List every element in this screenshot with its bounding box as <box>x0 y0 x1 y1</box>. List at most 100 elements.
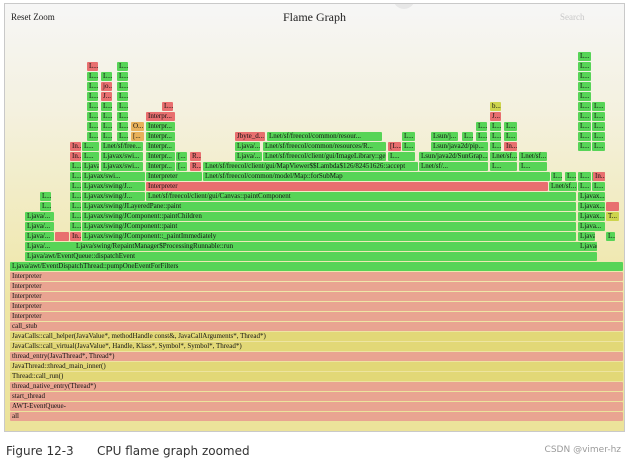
flame-frame[interactable]: thread_entry(JavaThread*, Thread*) <box>10 352 623 361</box>
flame-frame[interactable]: L... <box>101 112 112 121</box>
flame-frame[interactable]: L... <box>82 142 99 151</box>
flame-frame[interactable]: L... <box>578 132 591 141</box>
flame-frame[interactable]: L... <box>490 162 517 171</box>
flame-frame[interactable]: [L... <box>388 142 401 151</box>
flame-frame[interactable]: Lnet/sf... <box>519 152 547 161</box>
flame-frame[interactable]: L... <box>117 122 128 131</box>
flame-frame[interactable]: L... <box>519 162 547 171</box>
flame-frame[interactable]: L... <box>402 132 415 141</box>
flame-frame[interactable]: thread_native_entry(Thread*) <box>10 382 623 391</box>
flame-frame[interactable]: Lnet/sf/free... <box>101 142 143 151</box>
flame-frame[interactable]: L... <box>592 142 605 151</box>
flame-frame[interactable] <box>606 202 619 211</box>
flame-frame[interactable]: J... <box>490 112 501 121</box>
flame-frame[interactable]: L... <box>476 122 487 131</box>
flame-frame[interactable]: b... <box>490 102 501 111</box>
flame-frame[interactable]: L... <box>592 132 605 141</box>
flame-frame[interactable]: L... <box>117 72 128 81</box>
flame-frame[interactable]: L... <box>592 182 605 191</box>
flame-frame[interactable]: Ljava/awt/EventDispatchThread::pumpOneEv… <box>10 262 623 271</box>
flame-frame[interactable]: L... <box>490 132 501 141</box>
flame-frame[interactable]: Interpreter <box>10 302 623 311</box>
flame-frame[interactable]: L... <box>476 132 487 141</box>
flame-frame[interactable]: Ljavax/swing/JLayeredPane::paint <box>82 202 576 211</box>
flame-frame[interactable]: L... <box>101 122 112 131</box>
flame-frame[interactable]: In... <box>593 172 605 181</box>
flame-frame[interactable]: [... <box>176 162 187 171</box>
flame-frame[interactable]: Ljavax... <box>578 212 605 221</box>
flame-frame[interactable]: Interpreter <box>10 282 623 291</box>
flame-frame[interactable]: Lsun/java2d/SunGrap... <box>419 152 488 161</box>
search-button[interactable]: Search <box>560 12 585 22</box>
flame-frame[interactable]: L... <box>87 132 98 141</box>
flame-frame[interactable]: Interpr... <box>146 152 175 161</box>
flame-frame[interactable]: L... <box>592 122 605 131</box>
flame-frame[interactable]: L... <box>578 142 591 151</box>
flame-frame[interactable]: Lsun/j... <box>431 132 458 141</box>
flame-frame[interactable]: Lnet/sf/... <box>419 162 488 171</box>
flame-frame[interactable]: R... <box>190 162 201 171</box>
flame-frame[interactable]: Ljavax... <box>578 192 605 201</box>
flame-frame[interactable]: L... <box>101 102 112 111</box>
flame-frame[interactable]: L... <box>87 102 98 111</box>
flame-frame[interactable]: Ljavax/swi... <box>82 172 145 181</box>
flame-frame[interactable]: Ljavax... <box>578 202 605 211</box>
flame-frame[interactable]: L... <box>551 172 562 181</box>
flame-frame[interactable]: Ljava... <box>578 222 605 231</box>
flame-frame[interactable]: T... <box>606 212 619 221</box>
flame-frame[interactable]: L... <box>117 92 128 101</box>
flame-frame[interactable]: Ljava... <box>578 232 595 241</box>
flame-frame[interactable]: Lnet/sf/freecol/client/gui/ImageLibrary:… <box>263 152 386 161</box>
flame-frame[interactable]: Jbyte_d... <box>235 132 265 141</box>
flame-frame[interactable]: L... <box>462 132 473 141</box>
flame-frame[interactable]: L... <box>70 182 81 191</box>
flame-frame[interactable]: Interpreter <box>10 312 623 321</box>
flame-frame[interactable]: Interpreter <box>10 272 623 281</box>
flame-frame[interactable]: Lnet/sf/freecol/client/gui/Canvas::paint… <box>146 192 576 201</box>
flame-frame[interactable]: Ljava/... <box>25 212 54 221</box>
flame-frame[interactable]: L... <box>565 172 576 181</box>
flame-frame[interactable]: all <box>10 412 623 421</box>
flame-frame[interactable]: Interpreter <box>146 182 548 191</box>
flame-frame[interactable]: L... <box>578 122 591 131</box>
flame-frame[interactable]: R... <box>190 152 201 161</box>
flame-frame[interactable]: Interpr... <box>146 122 175 131</box>
flame-frame[interactable]: L... <box>70 162 81 171</box>
flame-frame[interactable]: L... <box>87 72 98 81</box>
flame-frame[interactable]: call_stub <box>10 322 623 331</box>
flame-frame[interactable]: Ljavax/swing/J... <box>82 192 145 201</box>
flame-frame[interactable]: O... <box>131 122 144 131</box>
flame-frame[interactable]: L... <box>504 122 517 131</box>
flame-frame[interactable]: Ljavax/swing/JComponent::_paintImmediate… <box>82 232 576 241</box>
flame-frame[interactable]: L... <box>578 182 591 191</box>
flame-frame[interactable]: [... <box>131 132 144 141</box>
flame-frame[interactable]: JavaCalls::call_virtual(JavaValue*, Hand… <box>10 342 623 351</box>
flame-frame[interactable]: L... <box>402 142 415 151</box>
flame-frame[interactable]: L... <box>117 132 128 141</box>
flame-frame[interactable]: L... <box>101 132 112 141</box>
reset-zoom-button[interactable]: Reset Zoom <box>11 12 55 22</box>
flame-frame[interactable] <box>55 232 69 241</box>
flame-frame[interactable]: L... <box>606 232 615 241</box>
flame-frame[interactable]: In... <box>70 142 81 151</box>
flame-frame[interactable]: [... <box>176 152 187 161</box>
flame-frame[interactable]: L... <box>504 132 517 141</box>
flame-frame[interactable]: Ljavax/swing/JComponent::paint <box>82 222 576 231</box>
flame-frame[interactable]: L... <box>70 222 81 231</box>
flame-frame[interactable]: Ljava/swing/RepaintManager$ProcessingRun… <box>74 242 563 251</box>
flame-frame[interactable]: L... <box>592 112 605 121</box>
flame-frame[interactable]: L... <box>87 92 98 101</box>
flame-frame[interactable]: Interpreter <box>146 172 202 181</box>
flame-frame[interactable]: Interpr... <box>146 132 175 141</box>
flame-frame[interactable]: Lnet/sf... <box>549 182 577 191</box>
flame-frame[interactable]: L... <box>578 82 591 91</box>
flame-frame[interactable]: L... <box>87 112 98 121</box>
flame-frame[interactable]: L... <box>578 92 591 101</box>
flame-frame[interactable]: Ljavax/swing/JComponent::paintChildren <box>82 212 576 221</box>
flame-frame[interactable]: L... <box>490 142 501 151</box>
flame-frame[interactable]: L... <box>388 152 415 161</box>
flame-frame[interactable]: Ljava/... <box>235 142 260 151</box>
flame-frame[interactable]: L... <box>578 52 591 61</box>
flame-frame[interactable]: Interpr... <box>146 142 175 151</box>
flame-frame[interactable]: L... <box>117 102 128 111</box>
